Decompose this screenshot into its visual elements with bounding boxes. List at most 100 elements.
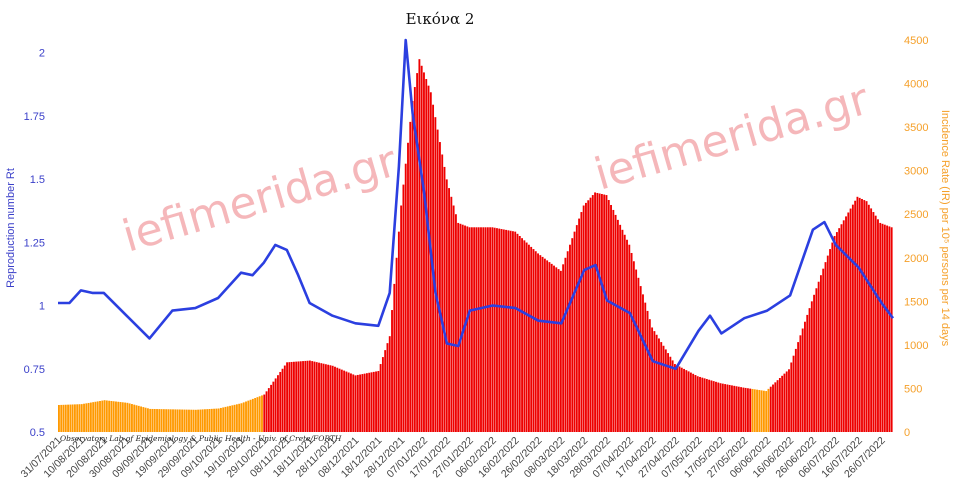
watermark-left: iefimerida.gr	[117, 136, 403, 263]
incidence-bar	[614, 214, 617, 432]
y-left-tick-label: 1.25	[24, 237, 45, 249]
incidence-bar	[400, 205, 403, 432]
incidence-bar	[630, 252, 633, 432]
incidence-bar	[482, 227, 485, 432]
incidence-bar	[735, 386, 738, 432]
incidence-bar	[762, 390, 765, 432]
incidence-bar	[62, 404, 65, 432]
incidence-bar	[397, 231, 400, 432]
incidence-bar	[352, 374, 355, 432]
incidence-bar	[621, 229, 624, 432]
incidence-bar	[575, 225, 578, 432]
incidence-bar	[336, 367, 339, 432]
incidence-bar	[60, 404, 63, 432]
incidence-bar	[794, 348, 797, 432]
incidence-bar	[881, 223, 884, 432]
incidence-bar	[498, 228, 501, 432]
incidence-bar	[64, 404, 67, 432]
rt-line	[58, 38, 895, 371]
chart-title: Εικόνα 2	[406, 10, 475, 28]
incidence-bar	[384, 350, 387, 432]
incidence-bar	[395, 257, 398, 432]
incidence-bar	[673, 364, 676, 432]
incidence-bar	[822, 268, 825, 432]
incidence-bar	[888, 226, 891, 432]
incidence-bar	[448, 188, 450, 432]
incidence-bar	[306, 360, 309, 432]
incidence-bar	[765, 391, 768, 432]
incidence-bar	[277, 375, 279, 432]
incidence-bar	[67, 404, 69, 432]
incidence-bar	[541, 256, 544, 432]
incidence-bar	[162, 409, 165, 432]
incidence-bar	[174, 409, 177, 432]
incidence-bar	[413, 87, 416, 432]
incidence-bar	[320, 363, 323, 432]
incidence-bar	[824, 262, 827, 432]
incidence-bar	[726, 384, 729, 432]
incidence-bar	[874, 215, 877, 432]
incidence-bar	[311, 361, 314, 432]
incidence-bar	[550, 263, 553, 432]
incidence-bar	[804, 321, 806, 432]
incidence-bar	[598, 193, 601, 432]
incidence-bar	[450, 196, 453, 432]
incidence-bar	[386, 343, 389, 432]
incidence-bar	[87, 402, 90, 432]
incidence-bar	[281, 368, 284, 432]
incidence-bar	[372, 371, 375, 432]
incidence-bar	[514, 231, 517, 432]
incidence-bar	[692, 373, 695, 432]
incidence-bar	[245, 401, 247, 432]
incidence-bar	[452, 205, 455, 432]
incidence-bar	[776, 380, 779, 432]
incidence-bar	[616, 219, 619, 432]
incidence-bar	[249, 399, 252, 432]
y-right-tick-label: 4000	[904, 79, 928, 91]
incidence-bar	[518, 236, 521, 432]
incidence-bar	[708, 379, 711, 432]
incidence-bar	[480, 227, 482, 432]
incidence-bar	[121, 402, 124, 432]
incidence-bar	[685, 370, 688, 432]
incidence-bar	[678, 366, 681, 432]
incidence-bar	[231, 405, 234, 432]
incidence-bar	[167, 409, 170, 432]
incidence-bar	[393, 283, 396, 432]
incidence-bar	[701, 377, 704, 432]
incidence-bar	[651, 327, 654, 432]
incidence-bar	[201, 409, 204, 432]
incidence-bar	[687, 371, 690, 432]
incidence-bar	[96, 401, 99, 432]
incidence-bar	[217, 408, 220, 432]
incidence-bar	[427, 85, 430, 433]
incidence-bar	[128, 403, 131, 432]
incidence-bar	[208, 409, 211, 432]
incidence-bar	[808, 308, 811, 432]
incidence-bar	[288, 362, 291, 432]
incidence-bar	[512, 231, 514, 432]
incidence-bar	[658, 338, 660, 432]
incidence-bar	[315, 362, 318, 432]
incidence-bar	[573, 231, 576, 432]
incidence-bar	[842, 220, 845, 432]
incidence-bar	[603, 194, 606, 432]
incidence-bars	[58, 59, 893, 433]
incidence-bar	[272, 381, 275, 432]
incidence-bar	[274, 378, 277, 432]
incidence-bar	[470, 227, 473, 432]
incidence-bar	[297, 361, 300, 432]
incidence-bar	[534, 251, 537, 432]
incidence-bar	[370, 372, 373, 432]
incidence-bar	[183, 409, 186, 432]
incidence-bar	[172, 409, 174, 432]
incidence-bar	[149, 408, 152, 432]
incidence-bar	[680, 367, 683, 432]
incidence-bar	[434, 117, 437, 432]
incidence-bar	[861, 198, 863, 432]
incidence-bar	[368, 372, 371, 432]
incidence-bar	[717, 382, 720, 432]
incidence-bar	[505, 229, 508, 432]
incidence-bar	[153, 409, 156, 432]
